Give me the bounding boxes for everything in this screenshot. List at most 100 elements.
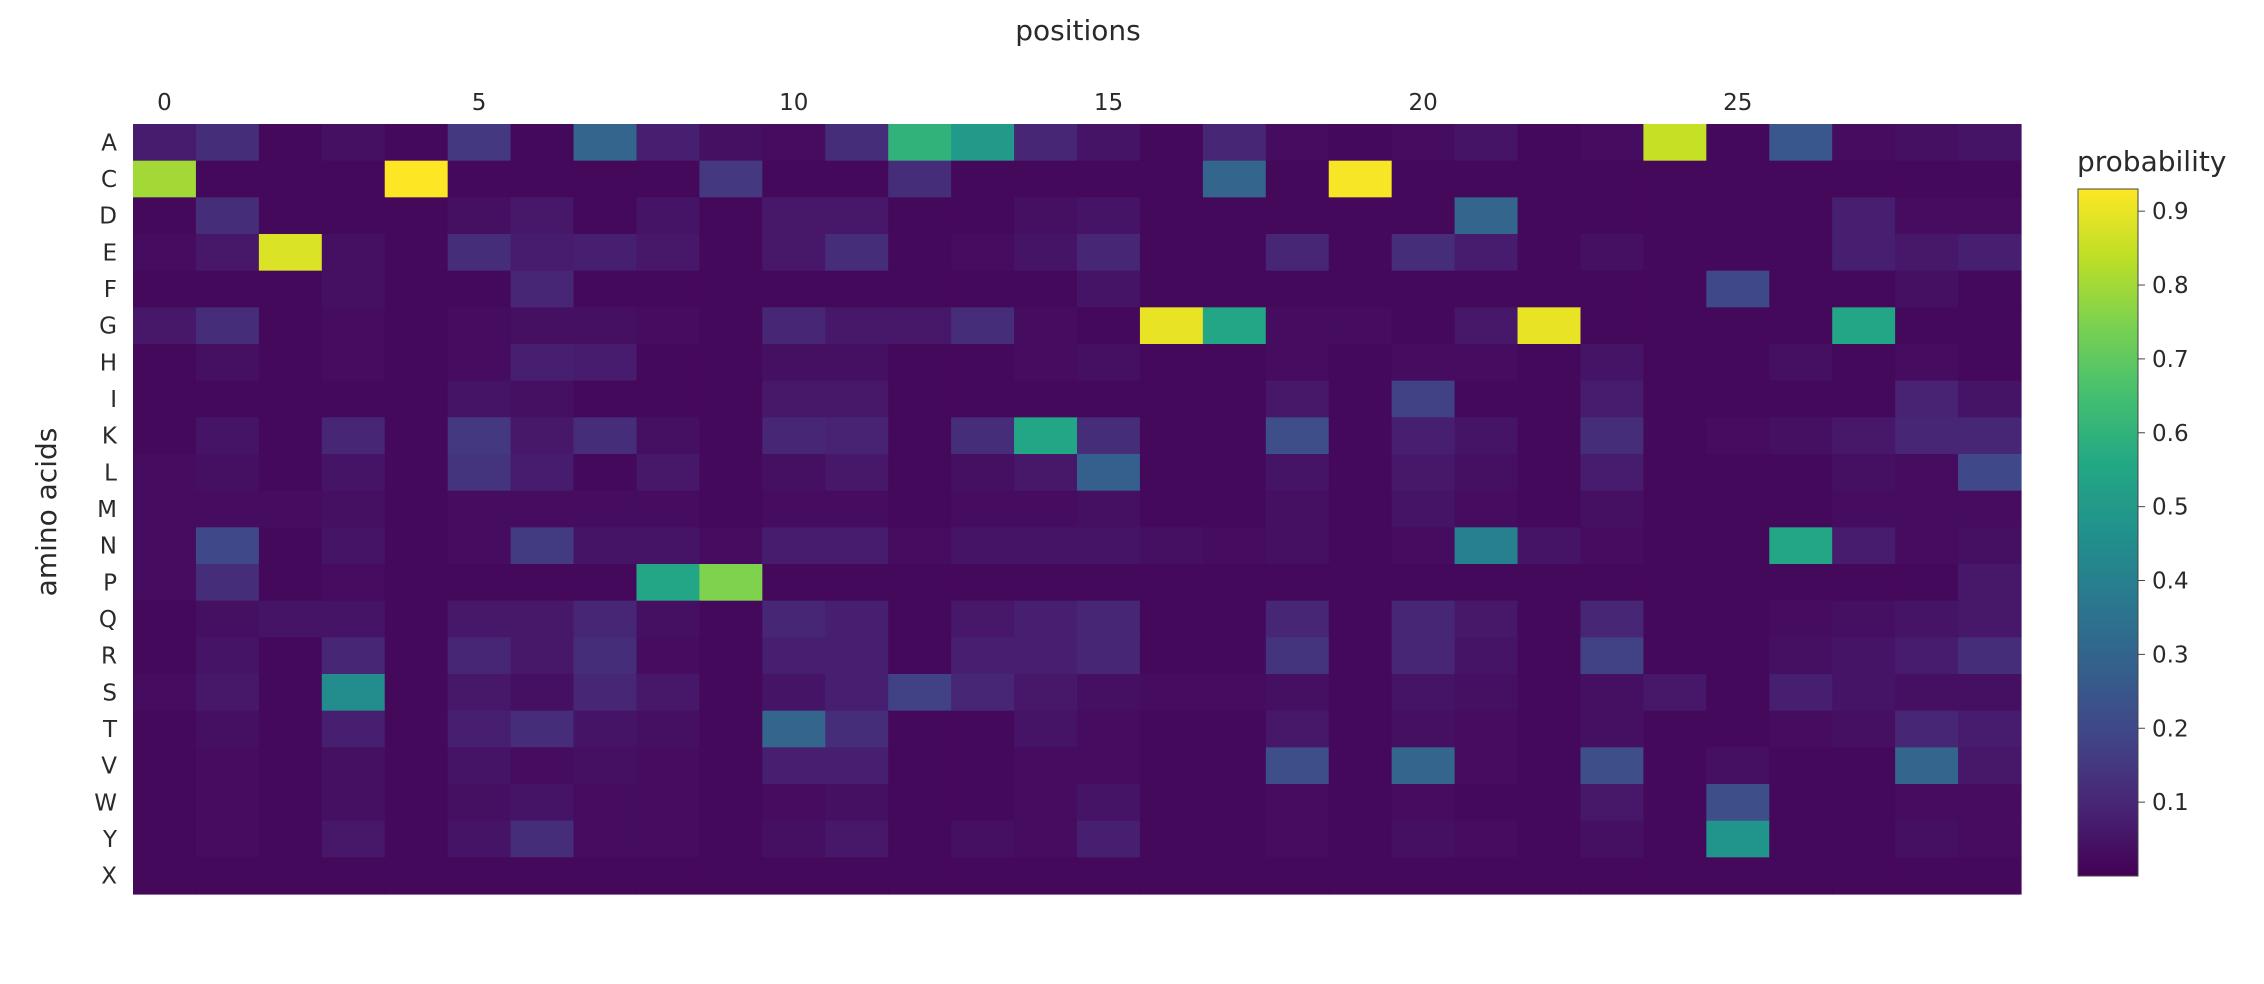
- heatmap-cell: [1265, 674, 1330, 712]
- heatmap-cell: [573, 417, 638, 455]
- colorbar-tick-label: 0.6: [2152, 421, 2189, 447]
- heatmap-cell: [195, 674, 260, 712]
- heatmap-cell: [1454, 417, 1519, 455]
- heatmap-cell: [133, 564, 197, 602]
- heatmap-cell: [1391, 747, 1456, 785]
- heatmap-cell: [1769, 527, 1833, 565]
- heatmap-cell: [258, 637, 323, 675]
- heatmap-cell: [1958, 490, 2022, 528]
- heatmap-cell: [258, 417, 323, 455]
- y-tick-label: R: [101, 644, 117, 670]
- heatmap-cell: [699, 600, 763, 638]
- heatmap-cell: [1014, 857, 1078, 895]
- heatmap-cell: [133, 710, 197, 748]
- heatmap-cell: [951, 380, 1015, 418]
- heatmap-cell: [384, 820, 449, 858]
- y-tick-label: L: [104, 460, 117, 486]
- heatmap-cell: [825, 564, 889, 602]
- heatmap-cell: [384, 564, 449, 602]
- heatmap-cell: [133, 747, 197, 785]
- heatmap-cell: [384, 380, 449, 418]
- heatmap-cell: [1328, 417, 1393, 455]
- heatmap-cell: [133, 417, 197, 455]
- heatmap-cell: [1832, 564, 1896, 602]
- heatmap-cell: [258, 600, 323, 638]
- heatmap-cell: [888, 197, 952, 235]
- heatmap-cell: [762, 454, 826, 492]
- heatmap-cell: [258, 710, 323, 748]
- heatmap-cell: [1454, 747, 1519, 785]
- heatmap-cell: [1895, 710, 1959, 748]
- heatmap-cell: [1328, 234, 1393, 272]
- y-tick-label: P: [103, 570, 117, 596]
- heatmap-cell: [1580, 674, 1644, 712]
- heatmap-cell: [762, 600, 826, 638]
- heatmap-cell: [1580, 490, 1644, 528]
- heatmap-cell: [1265, 820, 1330, 858]
- heatmap-cell: [1580, 820, 1644, 858]
- heatmap-cell: [825, 527, 889, 565]
- colorbar: probability 0.1 0.2 0.3 0.4 0.5 0.6 0.7 0.8 0.9: [2077, 145, 2226, 877]
- heatmap-cell: [1391, 234, 1456, 272]
- heatmap-cell: [447, 747, 512, 785]
- heatmap-cell: [1454, 270, 1519, 308]
- heatmap-cell: [1328, 454, 1393, 492]
- heatmap-cell: [447, 234, 512, 272]
- heatmap-cell: [447, 710, 512, 748]
- heatmap-cell: [636, 490, 700, 528]
- heatmap-cell: [321, 564, 386, 602]
- heatmap-cell: [384, 710, 449, 748]
- y-tick-label: N: [100, 534, 117, 560]
- heatmap-cell: [1077, 674, 1141, 712]
- heatmap-cell: [1265, 857, 1330, 895]
- heatmap-cell: [825, 417, 889, 455]
- heatmap-cell: [1265, 600, 1330, 638]
- heatmap-cell: [1895, 454, 1959, 492]
- heatmap-cell: [447, 454, 512, 492]
- heatmap-cell: [1958, 307, 2022, 345]
- heatmap-cell: [1139, 527, 1204, 565]
- heatmap-cell: [447, 784, 512, 822]
- heatmap-cell: [195, 637, 260, 675]
- heatmap-cell: [825, 490, 889, 528]
- heatmap-cell: [1706, 307, 1770, 345]
- heatmap-cell: [1706, 820, 1770, 858]
- heatmap-cell: [321, 820, 386, 858]
- heatmap-cell: [1077, 270, 1141, 308]
- heatmap-cell: [1265, 417, 1330, 455]
- heatmap-cell: [1895, 197, 1959, 235]
- heatmap-cell: [1391, 197, 1456, 235]
- heatmap-cell: [133, 197, 197, 235]
- heatmap-cell: [888, 234, 952, 272]
- heatmap-cell: [1958, 454, 2022, 492]
- y-tick-label: Q: [99, 607, 117, 633]
- heatmap-cell: [951, 820, 1015, 858]
- heatmap-cell: [447, 820, 512, 858]
- heatmap-cell: [1202, 820, 1267, 858]
- heatmap-cell: [636, 454, 700, 492]
- heatmap-cell: [1391, 454, 1456, 492]
- colorbar-tick-label: 0.9: [2152, 199, 2189, 225]
- heatmap-cell: [1139, 454, 1204, 492]
- y-tick-label: X: [101, 864, 117, 890]
- heatmap-cell: [258, 270, 323, 308]
- y-tick-label: C: [101, 167, 117, 193]
- heatmap-cell: [510, 747, 575, 785]
- heatmap-cell: [1139, 637, 1204, 675]
- heatmap-cell: [1832, 380, 1896, 418]
- heatmap-cell: [1832, 197, 1896, 235]
- y-axis-title: amino acids: [30, 428, 63, 597]
- heatmap-cell: [1391, 857, 1456, 895]
- heatmap-cell: [321, 637, 386, 675]
- heatmap-cell: [1202, 784, 1267, 822]
- heatmap-cell: [1265, 527, 1330, 565]
- heatmap-cell: [1832, 527, 1896, 565]
- heatmap-cell: [951, 160, 1015, 198]
- heatmap-cell: [699, 564, 763, 602]
- heatmap-cell: [1769, 784, 1833, 822]
- heatmap-cell: [384, 637, 449, 675]
- heatmap-cell: [825, 380, 889, 418]
- heatmap-cell: [1265, 784, 1330, 822]
- heatmap-cell: [258, 380, 323, 418]
- heatmap-cell: [1895, 564, 1959, 602]
